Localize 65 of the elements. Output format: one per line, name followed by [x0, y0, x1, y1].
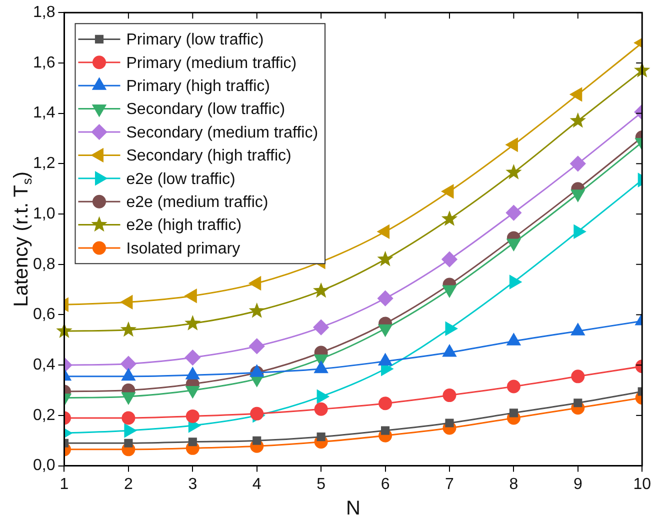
legend-label: Isolated primary	[126, 240, 240, 258]
point	[316, 432, 326, 442]
y-axis-title: Latency (r.t. Ts)	[10, 171, 35, 307]
point	[188, 438, 197, 446]
point	[124, 438, 133, 448]
legend-label: e2e (medium traffic)	[126, 194, 268, 212]
point	[186, 409, 200, 423]
legend-label: e2e (low traffic)	[126, 170, 236, 188]
point	[377, 250, 394, 266]
point	[314, 402, 328, 416]
point	[506, 380, 520, 394]
x-tick-label: 7	[445, 476, 454, 493]
x-tick-label: 2	[124, 476, 133, 493]
point	[122, 411, 136, 425]
y-tick-label: 1,8	[32, 4, 56, 22]
point	[249, 338, 265, 354]
point	[120, 356, 136, 372]
point	[184, 315, 201, 330]
legend-label: Primary (high traffic)	[126, 78, 270, 96]
x-tick-label: 5	[316, 476, 326, 493]
y-tick-label: 0,2	[32, 406, 56, 424]
point	[250, 406, 264, 420]
point	[509, 408, 518, 418]
point	[120, 321, 137, 337]
point	[571, 370, 585, 384]
point	[313, 320, 329, 336]
x-tick-label: 9	[573, 476, 582, 493]
point	[252, 436, 262, 445]
point	[184, 350, 200, 366]
point	[574, 398, 582, 408]
legend-label: e2e (high traffic)	[126, 217, 242, 234]
y-tick-label: 1,4	[32, 104, 56, 122]
x-tick-label: 4	[252, 476, 262, 493]
point	[380, 426, 390, 435]
point	[442, 388, 456, 402]
point	[570, 112, 586, 128]
legend-label: Secondary (high traffic)	[126, 148, 292, 165]
legend-label: Primary (low traffic)	[126, 32, 264, 49]
point	[248, 302, 265, 318]
y-tick-label: 0,6	[32, 306, 56, 324]
point	[312, 282, 330, 298]
point	[506, 164, 522, 180]
x-tick-label: 10	[633, 476, 652, 493]
legend-label: Secondary (low traffic)	[126, 101, 286, 118]
x-tick-label: 8	[509, 476, 518, 493]
point	[441, 210, 458, 226]
point	[378, 290, 394, 306]
x-axis-title: N	[346, 498, 360, 520]
y-tick-label: 1,6	[32, 54, 56, 72]
point	[442, 252, 458, 268]
point	[378, 354, 392, 366]
point	[445, 418, 454, 428]
point	[506, 205, 522, 221]
y-tick-label: 1,2	[32, 155, 56, 172]
legend-label: Primary (medium traffic)	[126, 54, 297, 72]
legend-label: Secondary (medium traffic)	[126, 124, 318, 142]
point	[378, 396, 392, 410]
y-tick-label: 0,8	[32, 256, 56, 273]
x-tick-label: 3	[188, 476, 198, 493]
y-tick-label: 1,0	[32, 205, 56, 222]
x-tick-label: 6	[380, 476, 390, 493]
point	[570, 156, 586, 172]
x-tick-label: 1	[60, 476, 69, 493]
y-tick-label: 0,0	[32, 457, 56, 474]
y-tick-label: 0,4	[32, 356, 56, 374]
